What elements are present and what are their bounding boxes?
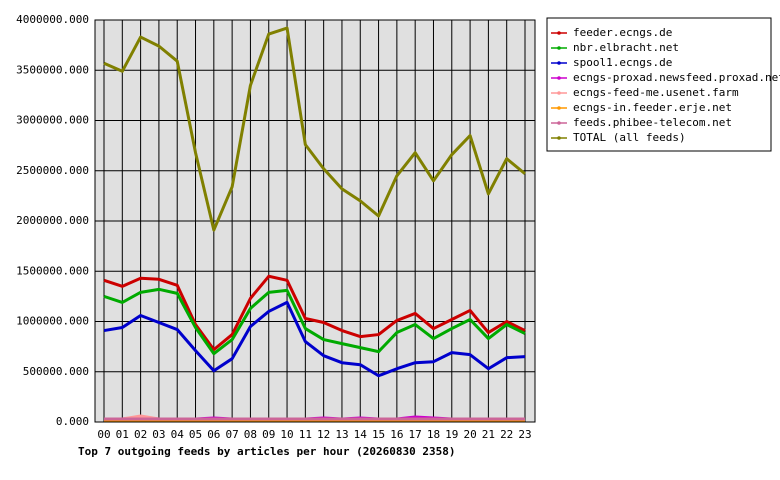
y-tick-label: 1000000.000 [16, 315, 89, 328]
legend-marker [557, 106, 561, 110]
x-tick-label: 18 [427, 428, 440, 441]
y-tick-label: 3500000.000 [16, 63, 89, 76]
legend [546, 17, 772, 152]
x-tick-label: 20 [463, 428, 476, 441]
legend-label: nbr.elbracht.net [573, 41, 679, 54]
legend-label: feeds.phibee-telecom.net [573, 116, 732, 129]
legend-marker [557, 91, 561, 95]
y-tick-label: 4000000.000 [16, 13, 89, 26]
y-tick-label: 2000000.000 [16, 214, 89, 227]
y-tick-label: 0.000 [56, 415, 89, 428]
x-tick-label: 15 [372, 428, 385, 441]
y-tick-label: 2500000.000 [16, 164, 89, 177]
legend-marker [557, 76, 561, 80]
x-tick-label: 17 [409, 428, 422, 441]
x-tick-label: 14 [354, 428, 368, 441]
chart-title: Top 7 outgoing feeds by articles per hou… [78, 445, 456, 458]
series-line [103, 287, 526, 356]
series-line [103, 26, 526, 232]
x-tick-label: 22 [500, 428, 513, 441]
y-tick-label: 3000000.000 [16, 114, 89, 127]
x-tick-label: 10 [280, 428, 293, 441]
legend-marker [557, 31, 561, 35]
x-tick-label: 05 [189, 428, 202, 441]
legend-marker [557, 121, 561, 125]
x-tick-label: 04 [171, 428, 185, 441]
x-tick-label: 11 [299, 428, 312, 441]
plot-border [94, 19, 536, 423]
x-tick-label: 13 [335, 428, 348, 441]
y-tick-label: 1500000.000 [16, 264, 89, 277]
legend-label: ecngs-proxad.newsfeed.proxad.net [573, 71, 780, 84]
legend-label: feeder.ecngs.de [573, 26, 672, 39]
x-tick-label: 00 [97, 428, 110, 441]
legend-marker [557, 136, 561, 140]
x-tick-label: 02 [134, 428, 147, 441]
series-line [103, 300, 526, 378]
x-tick-label: 16 [390, 428, 403, 441]
x-tick-label: 19 [445, 428, 458, 441]
x-tick-label: 03 [152, 428, 165, 441]
legend-label: ecngs-in.feeder.erje.net [573, 101, 732, 114]
x-tick-label: 07 [226, 428, 239, 441]
x-tick-label: 08 [244, 428, 257, 441]
legend-marker [557, 61, 561, 65]
x-tick-label: 01 [116, 428, 129, 441]
legend-label: ecngs-feed-me.usenet.farm [573, 86, 739, 99]
y-tick-label: 500000.000 [23, 365, 89, 378]
x-tick-label: 21 [482, 428, 495, 441]
x-tick-label: 12 [317, 428, 330, 441]
x-tick-label: 09 [262, 428, 275, 441]
x-tick-label: 06 [207, 428, 220, 441]
legend-label: spool1.ecngs.de [573, 56, 672, 69]
legend-label: TOTAL (all feeds) [573, 131, 686, 144]
legend-marker [557, 46, 561, 50]
series-line [103, 274, 526, 352]
x-tick-label: 23 [518, 428, 531, 441]
